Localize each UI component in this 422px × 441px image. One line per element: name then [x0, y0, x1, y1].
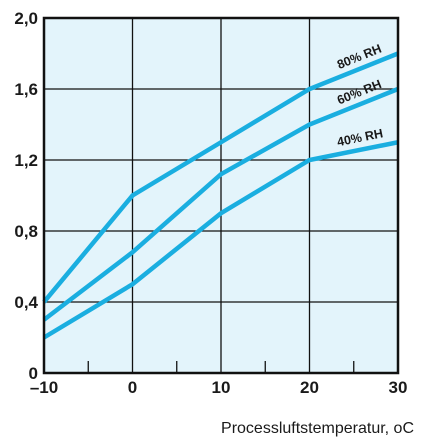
y-tick-label: 1,6	[14, 80, 38, 99]
minor-ticks	[87, 361, 355, 373]
x-tick-labels: –10 0 10 20 30	[30, 378, 408, 397]
x-axis-label: Processluftstemperatur, oC	[221, 420, 414, 437]
series-line	[42, 140, 399, 340]
x-tick-label: 0	[128, 378, 137, 397]
plot-frame	[42, 16, 400, 375]
series-line	[42, 51, 399, 304]
y-tick-labels: 0 0,4 0,8 1,2 1,6 2,0	[14, 9, 38, 383]
x-tick-label: 30	[389, 378, 408, 397]
y-tick-label: 0,8	[14, 222, 38, 241]
x-tick-label: 20	[300, 378, 319, 397]
y-tick-label: 2,0	[14, 9, 38, 28]
x-tick-label: 10	[212, 378, 231, 397]
y-tick-label: 0	[29, 364, 38, 383]
y-tick-label: 1,2	[14, 151, 38, 170]
x-tick-label: –10	[30, 378, 58, 397]
series-line	[42, 86, 399, 322]
series-lines	[42, 51, 399, 340]
y-tick-label: 0,4	[14, 293, 38, 312]
